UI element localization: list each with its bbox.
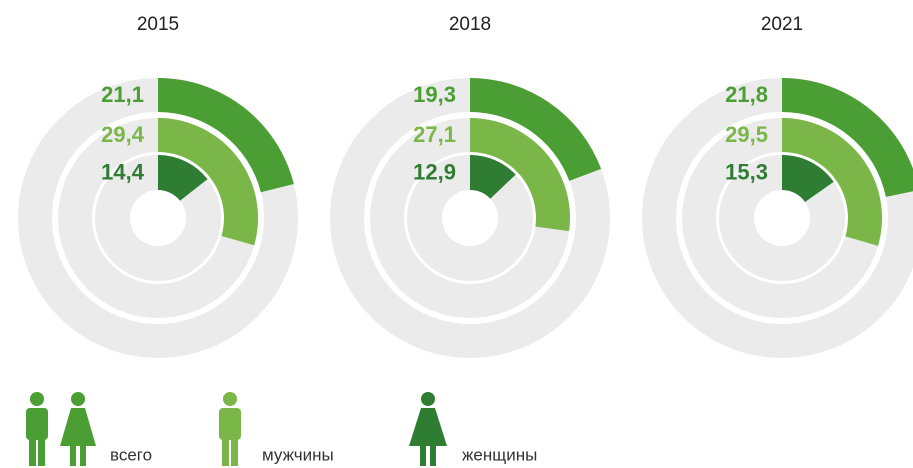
value-label: 21,8 xyxy=(725,82,768,107)
radial-bar xyxy=(782,118,882,246)
radial-bar xyxy=(782,155,834,202)
value-label: 21,1 xyxy=(101,82,144,107)
value-label: 14,4 xyxy=(101,159,145,184)
value-label: 27,1 xyxy=(413,122,456,147)
legend-label: всего xyxy=(110,445,152,464)
value-label: 15,3 xyxy=(725,159,768,184)
legend-label: женщины xyxy=(462,445,537,464)
icon-men xyxy=(219,392,241,466)
value-label: 29,5 xyxy=(725,122,768,147)
value-label: 12,9 xyxy=(413,159,456,184)
chart-title: 2018 xyxy=(449,14,491,35)
value-label: 19,3 xyxy=(413,82,456,107)
radial-bar xyxy=(158,78,294,193)
radial-bar xyxy=(470,78,602,181)
icon-women xyxy=(409,392,447,466)
legend-label: мужчины xyxy=(262,445,334,464)
radial-bar xyxy=(470,118,570,232)
radial-bar xyxy=(782,78,913,197)
chart-title: 2021 xyxy=(761,14,803,35)
radial-bar xyxy=(158,155,208,201)
radial-bar xyxy=(158,118,259,246)
value-label: 29,4 xyxy=(101,122,145,147)
icon-all xyxy=(26,392,96,466)
chart-title: 2015 xyxy=(137,14,179,35)
radial-bar xyxy=(470,155,516,199)
